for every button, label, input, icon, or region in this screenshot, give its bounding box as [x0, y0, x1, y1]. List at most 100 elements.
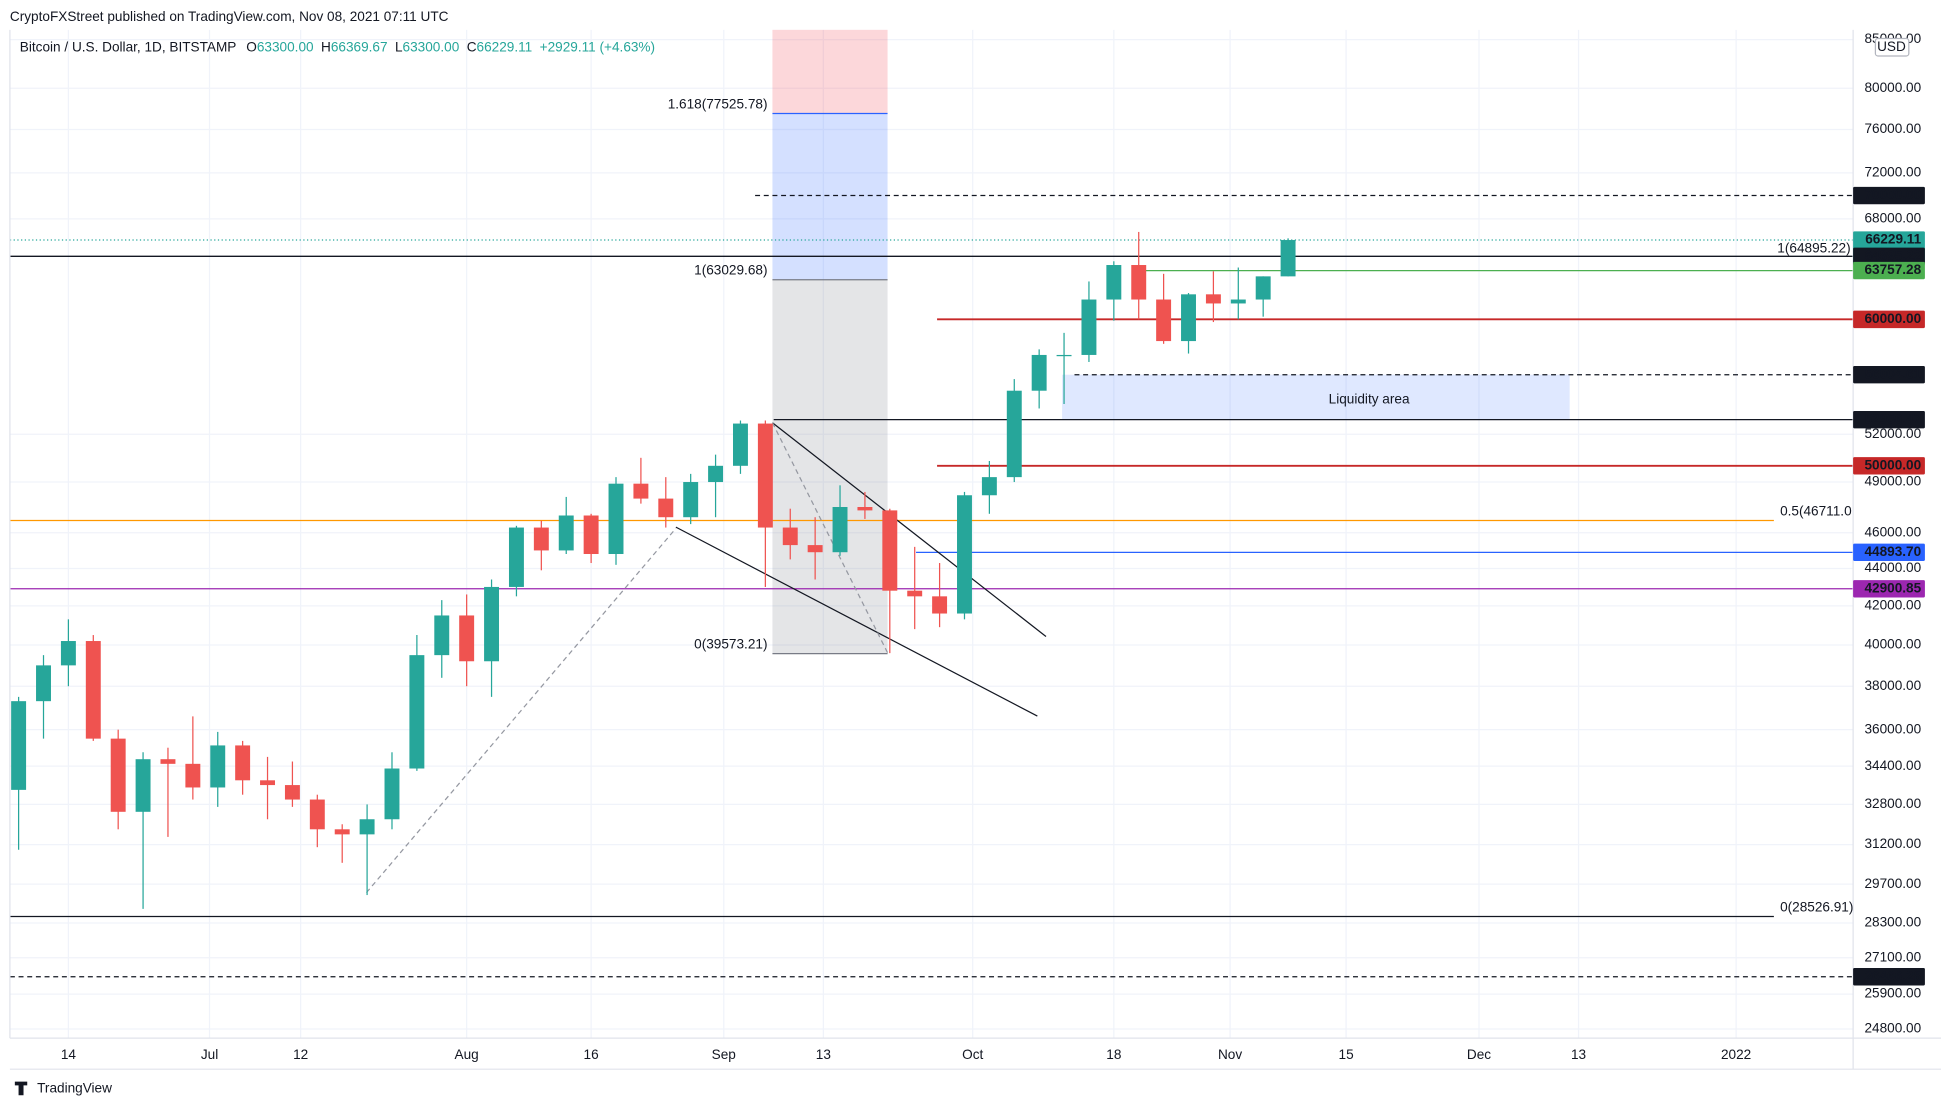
candle-body: [135, 759, 151, 812]
price-label: 70000.00: [1864, 187, 1921, 202]
x-tick-label: Dec: [1467, 1047, 1491, 1062]
candle-body: [782, 527, 798, 546]
legend-part: Bitcoin / U.S. Dollar, 1D, BITSTAMP: [20, 39, 237, 54]
candle-body: [384, 768, 400, 820]
price-label: 42900.85: [1864, 580, 1921, 595]
fib-label: 1(63029.68): [694, 263, 767, 278]
fib-label: 0(39573.21): [694, 637, 767, 652]
candle-body: [334, 829, 350, 835]
candle-body: [981, 477, 997, 496]
y-tick-label: 34400.00: [1864, 758, 1921, 773]
candle-body: [1006, 390, 1022, 478]
y-tick-label: 68000.00: [1864, 210, 1921, 225]
fib-level-label: 0.5(46711.0: [1780, 503, 1852, 518]
candle-body: [857, 507, 873, 511]
x-tick-label: Aug: [455, 1047, 479, 1062]
price-label: 64895.22: [1864, 248, 1921, 263]
candle-body: [957, 495, 972, 614]
x-tick-label: 2022: [1721, 1047, 1751, 1062]
price-label: 63757.28: [1864, 262, 1921, 277]
currency-box: [1874, 37, 1910, 57]
candle-body: [732, 423, 748, 466]
x-tick-label: 13: [1571, 1047, 1586, 1062]
candle-body: [533, 527, 549, 551]
candle-body: [484, 586, 500, 662]
trend-line: [365, 527, 677, 894]
x-tick-label: Nov: [1218, 1047, 1242, 1062]
fib-level-label: 0(28526.91): [1780, 899, 1853, 914]
price-box: [1853, 186, 1925, 205]
price-label: 60000.00: [1864, 311, 1921, 326]
y-tick-label: 49000.00: [1864, 474, 1921, 489]
candle-body: [284, 785, 300, 800]
y-tick-label: 27100.00: [1864, 949, 1921, 964]
annotation: Liquidity area: [1329, 391, 1410, 406]
y-tick-label: 32800.00: [1864, 796, 1921, 811]
candle-body: [1131, 265, 1147, 300]
candle-body: [757, 423, 773, 528]
y-tick-label: 36000.00: [1864, 721, 1921, 736]
y-tick-label: 25900.00: [1864, 986, 1921, 1001]
y-tick-label: 44000.00: [1864, 560, 1921, 575]
candle-body: [708, 465, 724, 483]
y-tick-label: 38000.00: [1864, 678, 1921, 693]
fib-zone-risk: [772, 29, 888, 114]
trend-line: [772, 422, 1047, 638]
candle-body: [85, 641, 101, 739]
y-tick-label: 28300.00: [1864, 915, 1921, 930]
legend-part: L: [395, 39, 403, 54]
candle-body: [160, 759, 176, 764]
x-tick-label: Sep: [712, 1047, 736, 1062]
candle-body: [658, 498, 674, 518]
legend-part: C: [467, 39, 477, 54]
candle-body: [683, 482, 699, 518]
price-box: [1853, 261, 1925, 280]
candle-body: [36, 665, 51, 702]
x-tick-label: Jul: [201, 1047, 218, 1062]
candle-body: [807, 545, 823, 553]
price-label: 26466.28: [1864, 968, 1921, 983]
candle-body: [1031, 354, 1047, 391]
price-box: [1853, 366, 1925, 384]
y-tick-label: 31200.00: [1864, 836, 1921, 851]
x-tick-label: 14: [61, 1047, 77, 1062]
brand: TradingView: [37, 1081, 112, 1096]
candle-body: [583, 515, 599, 555]
legend-part: O: [246, 39, 257, 54]
candle-body: [1081, 299, 1097, 355]
liquidity-area: [1062, 374, 1570, 420]
legend-part: 63300.00: [403, 39, 460, 54]
candle-body: [185, 763, 201, 788]
legend: Bitcoin / U.S. Dollar, 1D, BITSTAMP O6330…: [20, 39, 655, 54]
y-tick-label: 29700.00: [1864, 876, 1921, 891]
y-tick-label: 76000.00: [1864, 121, 1921, 136]
candle-body: [11, 701, 27, 790]
publisher: CryptoFXStreet published on TradingView.…: [10, 9, 449, 24]
price-box: [1853, 457, 1925, 475]
legend-part: 63300.00: [257, 39, 314, 54]
candle-body: [1056, 354, 1072, 357]
x-tick-label: Oct: [962, 1047, 983, 1062]
price-box: [1853, 968, 1925, 986]
candle-body: [1181, 294, 1196, 342]
candle-body: [110, 738, 126, 812]
legend-part: H: [321, 39, 331, 54]
candle-body: [832, 507, 848, 553]
price-label: 56004.61: [1864, 366, 1921, 381]
trend-line: [675, 526, 1038, 717]
price-box: [1853, 247, 1925, 266]
candle-body: [210, 745, 226, 788]
x-tick-label: 15: [1339, 1047, 1354, 1062]
x-tick-label: 13: [816, 1047, 831, 1062]
y-tick-label: 42000.00: [1864, 597, 1921, 612]
candle-body: [608, 483, 624, 555]
x-tick-label: 12: [293, 1047, 308, 1062]
candle-body: [508, 527, 524, 587]
x-tick-label: 18: [1106, 1047, 1121, 1062]
candle-body: [1106, 265, 1122, 300]
price-box: [1853, 580, 1925, 598]
candle-body: [359, 819, 375, 835]
candle-body: [260, 780, 275, 786]
